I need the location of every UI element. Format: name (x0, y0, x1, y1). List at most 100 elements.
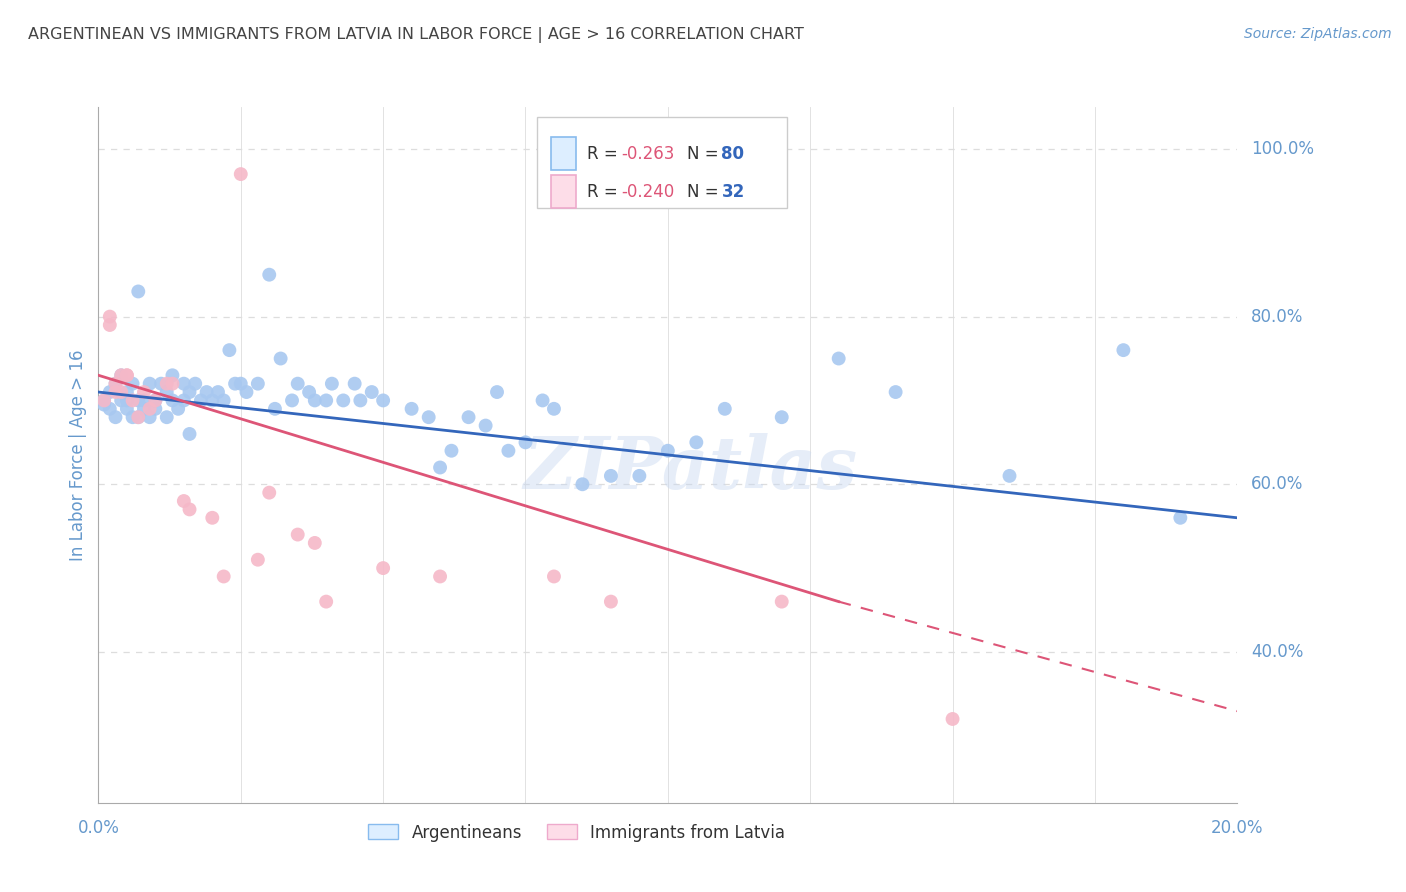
Text: -0.263: -0.263 (621, 145, 675, 162)
Point (259, 268, 281, 282)
Point (207, 385, 229, 400)
Point (98, 318, 121, 332)
Point (93, 398, 115, 412)
Point (343, 376, 366, 391)
Point (349, 393, 371, 408)
Text: 60.0%: 60.0% (1251, 475, 1303, 493)
Point (332, 393, 354, 408)
Point (1170, 510, 1192, 524)
Point (224, 376, 246, 391)
Point (543, 569, 565, 583)
Point (179, 385, 201, 400)
Point (298, 385, 321, 400)
Point (156, 376, 179, 391)
Text: 80: 80 (721, 145, 744, 162)
Text: R =: R = (586, 183, 623, 201)
Point (98, 401, 121, 416)
Point (571, 477, 593, 491)
Point (998, 468, 1021, 483)
Point (179, 502, 201, 516)
Point (828, 351, 851, 366)
Point (110, 368, 132, 383)
Point (127, 285, 149, 299)
Point (884, 385, 907, 400)
Point (121, 410, 143, 425)
Point (304, 393, 326, 408)
Point (173, 376, 195, 391)
Point (145, 393, 167, 408)
Y-axis label: In Labor Force | Age > 16: In Labor Force | Age > 16 (69, 349, 87, 561)
Point (127, 393, 149, 408)
Point (162, 393, 184, 408)
Text: ARGENTINEAN VS IMMIGRANTS FROM LATVIA IN LABOR FORCE | AGE > 16 CORRELATION CHAR: ARGENTINEAN VS IMMIGRANTS FROM LATVIA IN… (28, 27, 804, 43)
Point (218, 343, 240, 358)
Point (132, 385, 155, 400)
Point (156, 410, 179, 425)
Point (401, 401, 423, 416)
Point (270, 351, 292, 366)
Text: 80.0%: 80.0% (1251, 308, 1303, 326)
Point (150, 376, 173, 391)
Text: N =: N = (688, 145, 724, 162)
Point (132, 401, 155, 416)
Point (373, 393, 395, 408)
Point (440, 443, 463, 458)
Point (315, 594, 337, 608)
Point (93, 393, 115, 408)
Point (942, 712, 965, 726)
Point (1112, 343, 1135, 358)
Point (173, 393, 195, 408)
Point (162, 376, 184, 391)
Point (543, 401, 565, 416)
Point (457, 410, 479, 425)
Point (474, 418, 496, 433)
Text: ZIPatlas: ZIPatlas (523, 434, 858, 504)
Point (156, 385, 179, 400)
FancyBboxPatch shape (537, 118, 787, 208)
Point (115, 368, 138, 383)
Text: 100.0%: 100.0% (1251, 140, 1315, 158)
Point (98, 385, 121, 400)
Point (121, 393, 143, 408)
Text: -0.240: -0.240 (621, 183, 675, 201)
Point (115, 385, 138, 400)
Point (167, 401, 190, 416)
Point (115, 368, 138, 383)
Point (162, 368, 184, 383)
Point (531, 393, 554, 408)
Point (315, 393, 337, 408)
Point (246, 552, 269, 566)
Point (173, 494, 195, 508)
Point (132, 393, 155, 408)
Point (229, 376, 252, 391)
Point (138, 401, 160, 416)
Point (138, 410, 160, 425)
Point (287, 527, 309, 541)
Point (121, 376, 143, 391)
Point (229, 167, 252, 181)
Point (212, 569, 235, 583)
Point (201, 393, 224, 408)
Point (600, 468, 623, 483)
Point (429, 569, 451, 583)
Point (145, 401, 167, 416)
FancyBboxPatch shape (551, 137, 575, 170)
Point (110, 385, 132, 400)
Text: R =: R = (586, 145, 623, 162)
Point (201, 510, 224, 524)
Point (259, 485, 281, 500)
Point (360, 385, 382, 400)
Point (235, 385, 257, 400)
Legend: Argentineans, Immigrants from Latvia: Argentineans, Immigrants from Latvia (363, 819, 790, 847)
Point (246, 376, 269, 391)
Point (321, 376, 343, 391)
Text: 40.0%: 40.0% (1251, 643, 1303, 661)
Point (486, 385, 509, 400)
Point (304, 536, 326, 550)
Point (145, 393, 167, 408)
Point (115, 393, 138, 408)
Point (657, 443, 679, 458)
Point (104, 385, 127, 400)
Point (515, 435, 537, 450)
Point (179, 427, 201, 442)
